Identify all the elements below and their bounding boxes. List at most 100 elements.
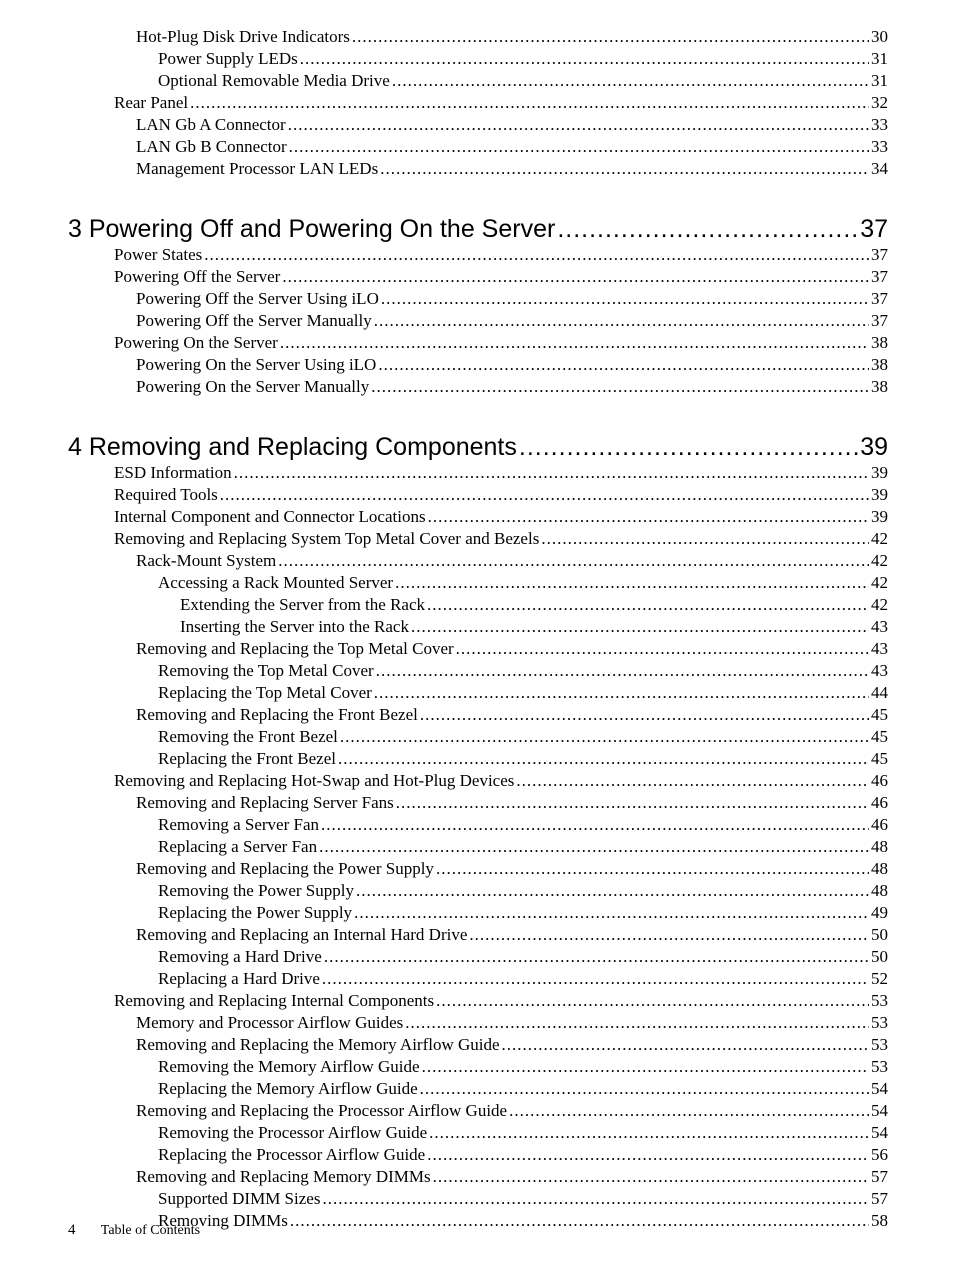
toc-page: 37 bbox=[860, 214, 888, 244]
toc-leader bbox=[469, 924, 869, 946]
toc-page: 56 bbox=[871, 1144, 888, 1166]
toc-label: Powering On the Server Manually bbox=[136, 376, 369, 398]
toc-leader bbox=[322, 968, 869, 990]
toc-page: 57 bbox=[871, 1166, 888, 1188]
toc-leader bbox=[420, 704, 869, 726]
toc-entry: Replacing a Server Fan48 bbox=[68, 836, 888, 858]
toc-leader bbox=[396, 792, 869, 814]
toc-label: Removing the Front Bezel bbox=[158, 726, 338, 748]
toc-page: 39 bbox=[871, 484, 888, 506]
toc-leader bbox=[378, 354, 869, 376]
toc-leader bbox=[427, 594, 869, 616]
toc-page: 42 bbox=[871, 594, 888, 616]
toc-page: 52 bbox=[871, 968, 888, 990]
toc-leader bbox=[381, 288, 869, 310]
section-spacer bbox=[68, 180, 888, 214]
toc-leader bbox=[300, 48, 869, 70]
toc-leader bbox=[290, 1210, 869, 1232]
toc-label: Removing the Power Supply bbox=[158, 880, 354, 902]
toc-entry: Removing and Replacing the Power Supply4… bbox=[68, 858, 888, 880]
toc-label: Replacing the Processor Airflow Guide bbox=[158, 1144, 425, 1166]
toc-leader bbox=[395, 572, 869, 594]
toc-page: 46 bbox=[871, 770, 888, 792]
toc-label: Removing and Replacing the Power Supply bbox=[136, 858, 434, 880]
toc-label: Removing and Replacing Memory DIMMs bbox=[136, 1166, 431, 1188]
toc-label: Removing and Replacing an Internal Hard … bbox=[136, 924, 467, 946]
toc-label: Optional Removable Media Drive bbox=[158, 70, 390, 92]
toc-entry: Rack-Mount System 42 bbox=[68, 550, 888, 572]
toc-label: Removing and Replacing Internal Componen… bbox=[114, 990, 434, 1012]
toc-entry: Removing the Memory Airflow Guide53 bbox=[68, 1056, 888, 1078]
toc-page: 46 bbox=[871, 814, 888, 836]
toc-leader bbox=[380, 158, 869, 180]
toc-label: ESD Information bbox=[114, 462, 232, 484]
toc-label: 4 Removing and Replacing Components bbox=[68, 432, 517, 462]
toc-label: Removing and Replacing System Top Metal … bbox=[114, 528, 539, 550]
toc-page: 37 bbox=[871, 244, 888, 266]
toc-entry: Internal Component and Connector Locatio… bbox=[68, 506, 888, 528]
toc-page: 32 bbox=[871, 92, 888, 114]
toc-content: Hot-Plug Disk Drive Indicators30 Power S… bbox=[68, 26, 888, 1232]
toc-label: Replacing the Top Metal Cover bbox=[158, 682, 372, 704]
toc-page: 50 bbox=[871, 924, 888, 946]
footer-title: Table of Contents bbox=[101, 1223, 200, 1238]
toc-entry: Removing a Server Fan 46 bbox=[68, 814, 888, 836]
toc-page: 43 bbox=[871, 660, 888, 682]
toc-page: 48 bbox=[871, 836, 888, 858]
toc-page: 34 bbox=[871, 158, 888, 180]
toc-entry: Hot-Plug Disk Drive Indicators30 bbox=[68, 26, 888, 48]
toc-label: Extending the Server from the Rack bbox=[180, 594, 425, 616]
toc-leader bbox=[427, 1144, 869, 1166]
toc-leader bbox=[321, 814, 869, 836]
toc-entry: Removing and Replacing the Processor Air… bbox=[68, 1100, 888, 1122]
toc-leader bbox=[392, 70, 869, 92]
toc-label: Power Supply LEDs bbox=[158, 48, 298, 70]
toc-label: Internal Component and Connector Locatio… bbox=[114, 506, 426, 528]
toc-page: 39 bbox=[871, 462, 888, 484]
toc-entry: Supported DIMM Sizes57 bbox=[68, 1188, 888, 1210]
toc-page: 38 bbox=[871, 376, 888, 398]
toc-label: Removing the Top Metal Cover bbox=[158, 660, 374, 682]
toc-page: 43 bbox=[871, 616, 888, 638]
toc-leader bbox=[374, 682, 869, 704]
toc-entry: Powering Off the Server Manually37 bbox=[68, 310, 888, 332]
toc-page: 38 bbox=[871, 332, 888, 354]
toc-entry: Removing and Replacing Server Fans46 bbox=[68, 792, 888, 814]
toc-leader bbox=[356, 880, 869, 902]
toc-page: 33 bbox=[871, 136, 888, 158]
toc-page: 42 bbox=[871, 550, 888, 572]
toc-page: 31 bbox=[871, 70, 888, 92]
toc-entry: Replacing the Memory Airflow Guide54 bbox=[68, 1078, 888, 1100]
toc-page: 57 bbox=[871, 1188, 888, 1210]
toc-entry: Extending the Server from the Rack 42 bbox=[68, 594, 888, 616]
toc-label: LAN Gb A Connector bbox=[136, 114, 286, 136]
toc-section-head: 4 Removing and Replacing Components39 bbox=[68, 432, 888, 462]
toc-page: 37 bbox=[871, 288, 888, 310]
toc-leader bbox=[429, 1122, 869, 1144]
toc-label: Required Tools bbox=[114, 484, 218, 506]
toc-entry: LAN Gb B Connector33 bbox=[68, 136, 888, 158]
toc-page: 38 bbox=[871, 354, 888, 376]
toc-label: Inserting the Server into the Rack bbox=[180, 616, 409, 638]
toc-entry: Powering On the Server38 bbox=[68, 332, 888, 354]
toc-entry: Accessing a Rack Mounted Server42 bbox=[68, 572, 888, 594]
toc-page: 43 bbox=[871, 638, 888, 660]
toc-label: Removing and Replacing the Processor Air… bbox=[136, 1100, 507, 1122]
toc-leader bbox=[502, 1034, 869, 1056]
toc-label: Removing a Server Fan bbox=[158, 814, 319, 836]
toc-page: 45 bbox=[871, 748, 888, 770]
toc-entry: ESD Information 39 bbox=[68, 462, 888, 484]
toc-leader bbox=[433, 1166, 869, 1188]
toc-entry: Power Supply LEDs 31 bbox=[68, 48, 888, 70]
toc-entry: Replacing the Top Metal Cover44 bbox=[68, 682, 888, 704]
toc-page: 53 bbox=[871, 990, 888, 1012]
toc-leader bbox=[234, 462, 869, 484]
toc-page: 31 bbox=[871, 48, 888, 70]
toc-label: Removing and Replacing Server Fans bbox=[136, 792, 394, 814]
toc-label: Removing and Replacing the Memory Airflo… bbox=[136, 1034, 500, 1056]
toc-label: Rack-Mount System bbox=[136, 550, 276, 572]
toc-label: Memory and Processor Airflow Guides bbox=[136, 1012, 403, 1034]
toc-entry: Removing and Replacing an Internal Hard … bbox=[68, 924, 888, 946]
toc-leader bbox=[516, 770, 869, 792]
toc-entry: LAN Gb A Connector33 bbox=[68, 114, 888, 136]
